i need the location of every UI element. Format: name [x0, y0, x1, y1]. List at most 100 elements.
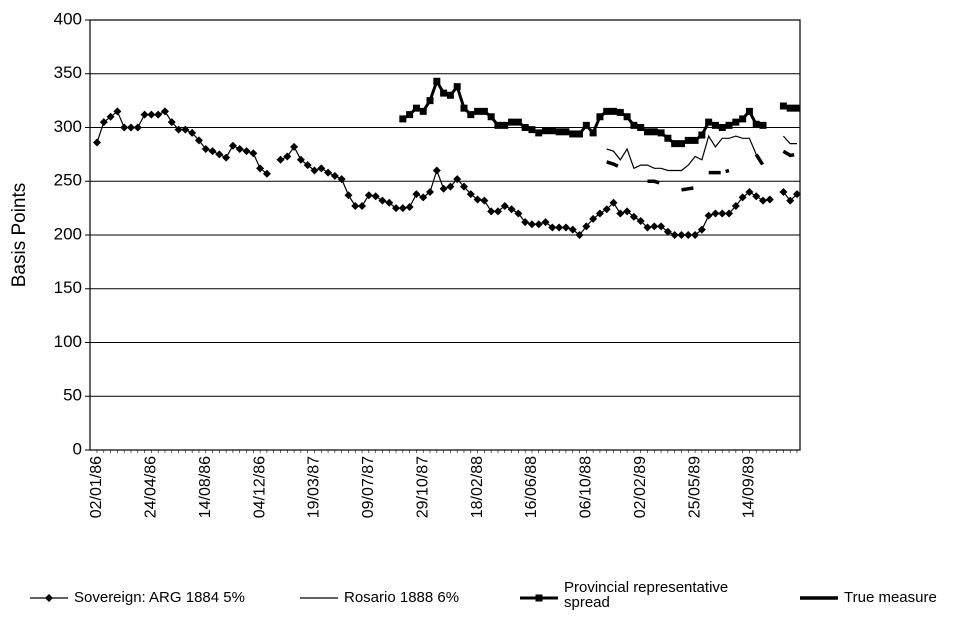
marker-square	[698, 131, 706, 139]
marker-diamond	[527, 220, 536, 229]
marker-diamond	[629, 212, 638, 221]
x-tick-label: 06/10/88	[578, 456, 595, 518]
marker-diamond	[765, 195, 774, 204]
marker-diamond	[99, 118, 108, 127]
marker-square	[671, 140, 679, 148]
marker-diamond	[201, 145, 210, 153]
marker-diamond	[120, 123, 129, 132]
marker-diamond	[595, 209, 604, 218]
marker-square	[446, 91, 454, 99]
marker-square	[569, 130, 577, 138]
marker-square	[732, 118, 740, 126]
marker-diamond	[487, 207, 496, 216]
marker-diamond	[126, 123, 135, 132]
marker-diamond	[93, 138, 101, 147]
marker-diamond	[575, 231, 584, 239]
marker-square	[603, 107, 611, 115]
x-tick-label: 19/03/87	[306, 456, 323, 518]
marker-square	[548, 127, 556, 135]
marker-square	[440, 89, 448, 97]
marker-diamond	[718, 209, 727, 218]
series-line	[606, 149, 798, 192]
marker-square	[467, 111, 475, 119]
x-tick-label: 16/06/88	[523, 456, 540, 518]
marker-diamond	[711, 209, 720, 218]
marker-square	[657, 129, 665, 137]
marker-square	[677, 140, 685, 148]
series-line	[96, 110, 798, 236]
marker-diamond	[752, 192, 761, 201]
marker-square	[691, 136, 699, 144]
marker-square	[535, 129, 543, 137]
marker-square	[528, 126, 536, 134]
legend-marker	[45, 594, 53, 602]
marker-diamond	[262, 169, 271, 178]
marker-diamond	[392, 204, 401, 213]
marker-diamond	[589, 214, 598, 223]
x-tick-label: 25/05/89	[686, 456, 703, 518]
marker-square	[514, 118, 522, 126]
marker-diamond	[670, 231, 679, 239]
marker-diamond	[473, 195, 482, 204]
marker-diamond	[521, 218, 530, 227]
marker-diamond	[385, 198, 394, 207]
marker-square	[433, 77, 441, 85]
marker-diamond	[249, 149, 258, 158]
marker-diamond	[745, 188, 754, 196]
x-tick-label: 29/10/87	[414, 456, 431, 518]
marker-diamond	[310, 166, 319, 175]
marker-square	[684, 136, 692, 144]
marker-square	[664, 134, 672, 142]
plot-frame	[89, 19, 801, 451]
marker-diamond	[561, 223, 570, 232]
marker-diamond	[786, 196, 795, 205]
marker-square	[562, 128, 570, 136]
marker-diamond	[398, 204, 407, 213]
marker-diamond	[337, 175, 346, 184]
marker-diamond	[480, 196, 489, 205]
marker-diamond	[174, 125, 183, 134]
marker-square	[643, 128, 651, 136]
marker-diamond	[371, 192, 380, 201]
marker-diamond	[330, 171, 339, 180]
marker-diamond	[459, 182, 468, 191]
marker-diamond	[602, 205, 611, 214]
marker-diamond	[779, 188, 788, 196]
marker-diamond	[358, 201, 367, 210]
marker-diamond	[106, 112, 115, 121]
marker-square	[480, 107, 488, 115]
marker-diamond	[426, 188, 435, 196]
marker-diamond	[446, 182, 455, 191]
marker-square	[399, 115, 407, 123]
marker-square	[494, 121, 502, 129]
x-tick-label: 02/02/89	[632, 456, 649, 518]
marker-diamond	[725, 209, 734, 218]
marker-square	[474, 107, 482, 115]
marker-square	[752, 120, 760, 128]
marker-square	[739, 115, 747, 123]
legend-item: True measure	[800, 589, 937, 606]
marker-square	[745, 107, 753, 115]
marker-diamond	[235, 145, 244, 153]
marker-square	[453, 83, 461, 91]
marker-diamond	[256, 164, 265, 173]
marker-square	[630, 121, 638, 129]
marker-diamond	[324, 168, 333, 177]
marker-square	[725, 121, 733, 129]
marker-diamond	[140, 110, 149, 119]
x-tick-label: 02/01/86	[88, 456, 105, 518]
marker-diamond	[616, 209, 625, 218]
marker-diamond	[609, 198, 618, 207]
marker-square	[596, 113, 604, 121]
marker-diamond	[657, 222, 666, 231]
marker-diamond	[419, 193, 428, 202]
legend-item: Provincial representative spread	[520, 580, 728, 610]
marker-square	[637, 124, 645, 131]
marker-diamond	[133, 123, 142, 132]
marker-diamond	[636, 217, 645, 226]
marker-square	[542, 127, 550, 135]
marker-square	[426, 97, 434, 105]
marker-square	[508, 118, 516, 126]
x-tick-label: 09/07/87	[360, 456, 377, 518]
